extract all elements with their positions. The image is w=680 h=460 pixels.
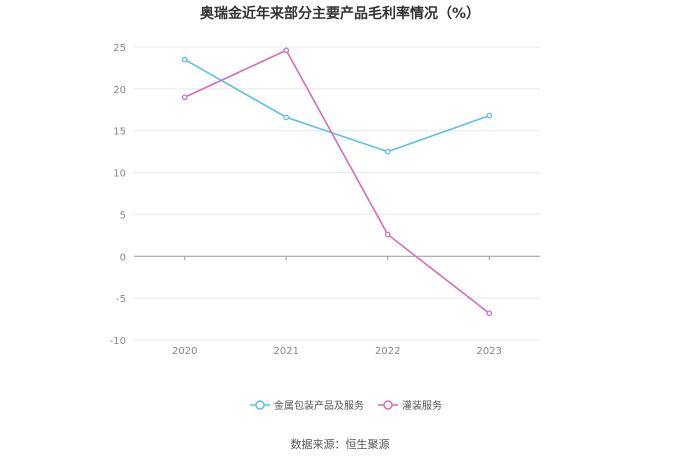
x-tick-label: 2020: [172, 346, 197, 357]
series-1: [181, 56, 493, 155]
series-lines: [181, 47, 493, 317]
legend-marker: [383, 400, 393, 410]
x-tick-label: 2021: [274, 346, 299, 357]
grid-lines: [134, 46, 540, 341]
data-point: [486, 112, 493, 119]
data-point: [181, 56, 188, 63]
series-line: [184, 49, 490, 314]
x-axis: 2020 2021 2022 2023: [134, 255, 540, 357]
data-point: [283, 47, 290, 54]
legend: 金属包装产品及服务 灌装服务: [250, 399, 442, 412]
x-tick-label: 2022: [375, 346, 400, 357]
series-2: [181, 47, 493, 317]
x-tick-label: 2023: [477, 346, 502, 357]
y-tick-label: 5: [120, 210, 126, 221]
y-tick-label: 20: [113, 85, 126, 96]
legend-item: 金属包装产品及服务: [250, 399, 364, 412]
data-point: [181, 94, 188, 101]
y-tick-label: 25: [113, 43, 126, 54]
y-axis-ticks: 25 20 15 10 5 0 -5 -10: [110, 43, 126, 347]
series-line: [184, 58, 490, 153]
chart-title: 奥瑞金近年来部分主要产品毛利率情况（%）: [199, 6, 481, 22]
y-tick-label: 0: [120, 252, 126, 263]
legend-marker: [255, 400, 265, 410]
legend-label: 金属包装产品及服务: [274, 399, 364, 412]
legend-label: 灌装服务: [402, 399, 442, 412]
data-point: [486, 310, 493, 317]
y-tick-label: 10: [113, 169, 126, 180]
y-tick-label: 15: [113, 127, 126, 138]
y-tick-label: -5: [116, 294, 126, 305]
y-tick-label: -10: [110, 336, 126, 347]
data-source: 数据来源：恒生聚源: [290, 438, 390, 451]
data-point: [283, 114, 290, 121]
legend-item: 灌装服务: [378, 399, 442, 412]
data-point: [384, 148, 391, 155]
data-point: [384, 231, 391, 238]
